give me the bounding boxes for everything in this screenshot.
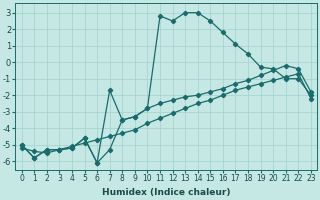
X-axis label: Humidex (Indice chaleur): Humidex (Indice chaleur) (102, 188, 230, 197)
